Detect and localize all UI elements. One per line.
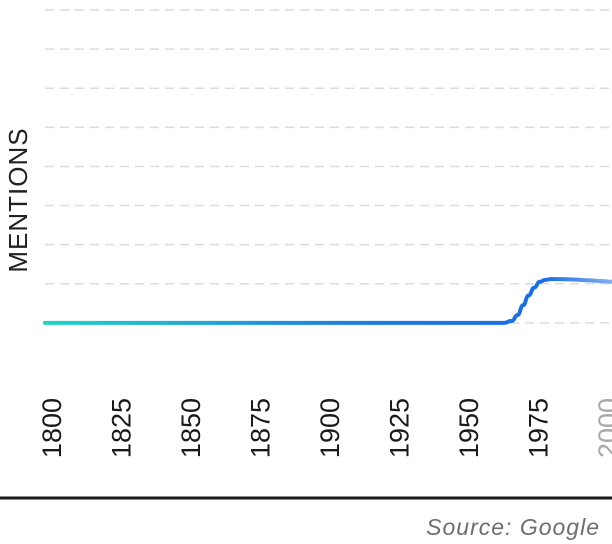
x-axis-ticks: 1800 1825 1850 1875 1900 1925 1950 1975 2000 bbox=[37, 398, 612, 458]
x-tick-label: 1925 bbox=[384, 398, 414, 458]
x-tick-label: 2000 bbox=[593, 398, 612, 458]
x-tick-label: 1825 bbox=[107, 398, 137, 458]
x-tick-label: 1875 bbox=[246, 398, 276, 458]
y-axis-label: MENTIONS bbox=[3, 127, 33, 272]
series-line bbox=[43, 277, 612, 325]
x-tick-label: 1975 bbox=[523, 398, 553, 458]
x-tick-label: 1850 bbox=[176, 398, 206, 458]
source-note: Source: Google bbox=[426, 514, 600, 540]
x-tick-label: 1800 bbox=[37, 398, 67, 458]
gridlines bbox=[45, 9, 612, 324]
x-tick-label: 1900 bbox=[315, 398, 345, 458]
x-tick-label: 1950 bbox=[454, 398, 484, 458]
